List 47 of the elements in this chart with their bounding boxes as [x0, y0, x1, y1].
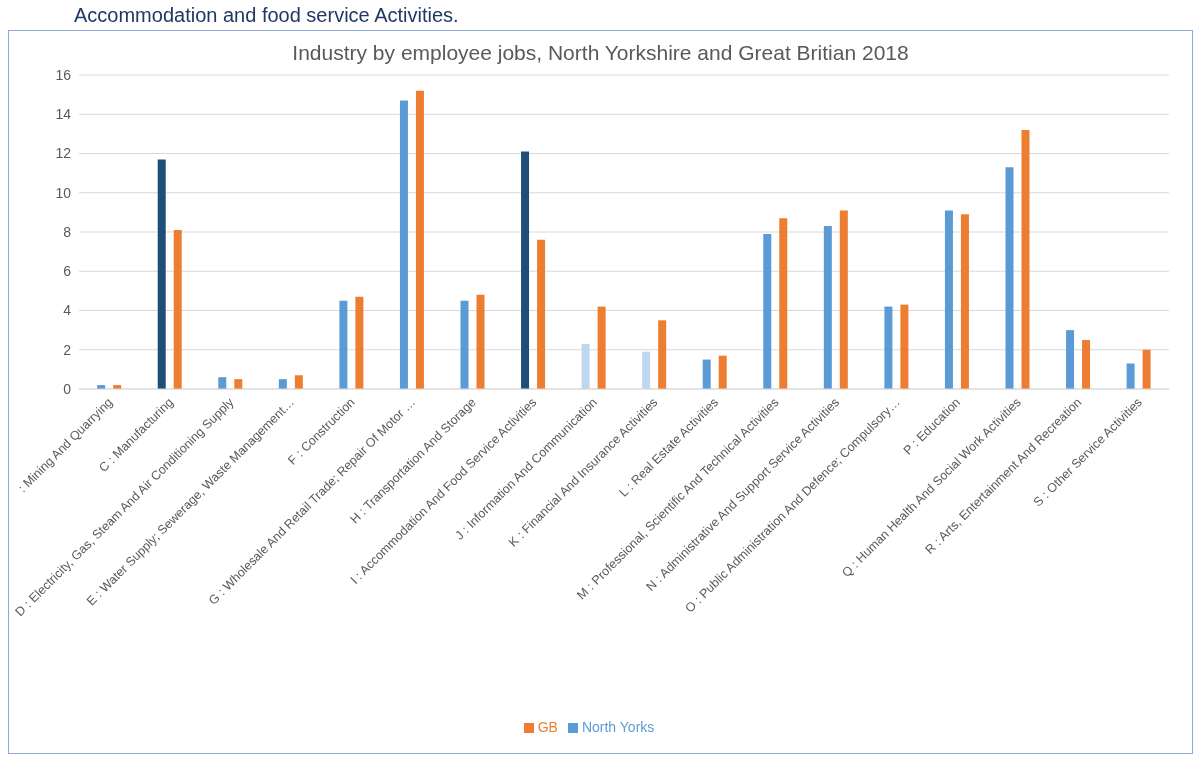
- bar: [581, 343, 590, 389]
- y-tick-label: 6: [63, 263, 72, 280]
- bar: [823, 226, 832, 389]
- y-tick-label: 14: [55, 106, 72, 123]
- y-tick-label: 0: [63, 380, 72, 397]
- bar: [718, 355, 727, 389]
- legend-label: GB: [537, 719, 558, 735]
- bar: [658, 320, 667, 389]
- y-tick-label: 2: [63, 341, 72, 358]
- bar: [884, 306, 893, 389]
- bar: [1005, 167, 1014, 389]
- bar: [339, 300, 348, 389]
- bar: [278, 379, 287, 389]
- y-tick-label: 8: [63, 223, 72, 240]
- bar: [460, 300, 469, 389]
- bar: [960, 214, 969, 389]
- bar: [642, 351, 651, 389]
- bar: [1126, 363, 1135, 389]
- y-tick-label: 16: [55, 66, 72, 83]
- bar: [702, 359, 711, 389]
- bar: [1021, 129, 1030, 389]
- y-tick-label: 4: [63, 302, 72, 319]
- bar: [597, 306, 606, 389]
- bar: [1066, 330, 1075, 389]
- bar: [944, 210, 953, 389]
- y-tick-label: 10: [55, 184, 72, 201]
- bar: [1082, 339, 1091, 389]
- bar: [763, 233, 772, 389]
- bar: [537, 239, 546, 389]
- bar: [218, 377, 227, 389]
- text: Accommodation and food service Activities.: [74, 4, 459, 27]
- bar: [294, 375, 303, 389]
- y-tick-label: 12: [55, 145, 72, 162]
- bar: [476, 294, 485, 389]
- bar: [839, 210, 848, 389]
- legend-label: North Yorks: [581, 719, 655, 735]
- bar: [415, 90, 424, 389]
- bar: [157, 159, 166, 389]
- bar: [1142, 349, 1151, 389]
- chart-title: Industry by employee jobs, North Yorkshire and Great Britian 2018: [291, 41, 910, 65]
- bar: [234, 379, 243, 389]
- bar: [355, 296, 364, 389]
- bar: [779, 218, 788, 389]
- bar: [399, 100, 408, 389]
- bar: [173, 230, 182, 389]
- bar: [900, 304, 909, 389]
- bar: [521, 151, 530, 389]
